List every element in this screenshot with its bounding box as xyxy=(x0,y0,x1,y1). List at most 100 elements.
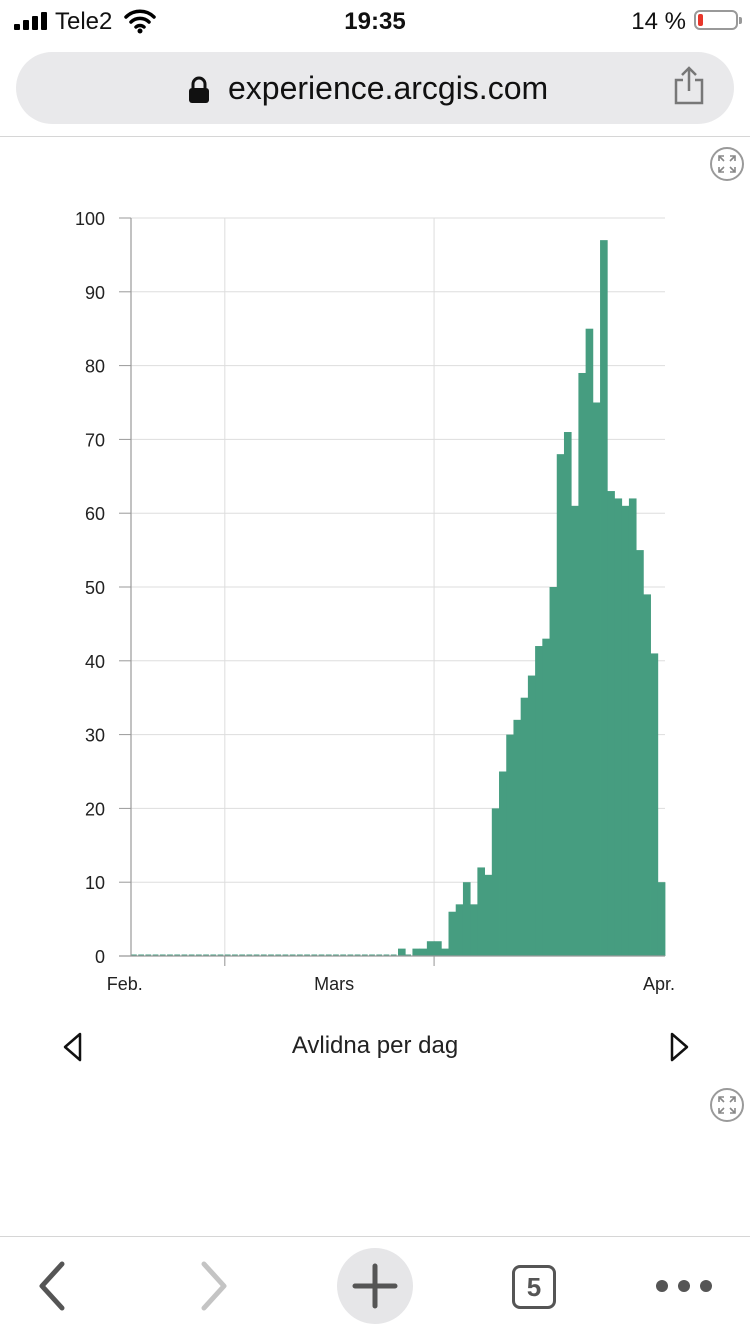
bar[interactable] xyxy=(462,882,471,956)
bar[interactable] xyxy=(181,954,188,957)
bar[interactable] xyxy=(376,954,383,957)
y-tick-label: 80 xyxy=(85,357,105,377)
bar[interactable] xyxy=(650,653,659,956)
expand-icon xyxy=(718,155,736,173)
bar[interactable] xyxy=(535,646,543,956)
bar[interactable] xyxy=(390,954,397,957)
bar[interactable] xyxy=(643,594,651,956)
bar[interactable] xyxy=(333,954,339,957)
y-tick-label: 30 xyxy=(85,726,105,746)
bar[interactable] xyxy=(217,954,224,957)
bar[interactable] xyxy=(441,948,449,956)
bar[interactable] xyxy=(419,948,428,956)
bar[interactable] xyxy=(434,941,442,956)
bar[interactable] xyxy=(325,954,332,957)
tabs-icon: 5 xyxy=(512,1265,556,1309)
wifi-icon xyxy=(124,9,156,34)
bar[interactable] xyxy=(592,402,601,957)
bar[interactable] xyxy=(296,954,303,957)
bar[interactable] xyxy=(455,904,464,956)
bar[interactable] xyxy=(448,911,457,956)
bar[interactable] xyxy=(556,454,565,956)
share-icon[interactable] xyxy=(672,66,706,106)
battery-percent: 14 % xyxy=(631,8,686,35)
bar[interactable] xyxy=(246,954,253,957)
bar[interactable] xyxy=(477,867,485,956)
bar[interactable] xyxy=(289,954,296,957)
bar[interactable] xyxy=(549,587,558,956)
more-icon[interactable] xyxy=(652,1251,716,1321)
bar[interactable] xyxy=(224,954,231,957)
bar[interactable] xyxy=(571,505,579,956)
bar[interactable] xyxy=(506,734,514,956)
x-tick-label: Feb. xyxy=(107,974,143,994)
bar[interactable] xyxy=(527,675,536,956)
bar[interactable] xyxy=(188,954,195,957)
bar[interactable] xyxy=(578,372,587,956)
tabs-button[interactable]: 5 xyxy=(512,1251,562,1321)
next-chart-button[interactable] xyxy=(668,1030,692,1064)
y-tick-label: 90 xyxy=(85,283,105,303)
y-tick-label: 10 xyxy=(85,873,105,893)
expand-chart-button[interactable] xyxy=(710,147,744,181)
header-divider xyxy=(0,136,750,137)
bar[interactable] xyxy=(311,954,318,957)
forward-icon[interactable] xyxy=(188,1251,238,1321)
new-tab-button[interactable] xyxy=(337,1248,413,1324)
chart-caption: Avlidna per dag xyxy=(291,1032,459,1059)
bar[interactable] xyxy=(412,948,421,956)
bar[interactable] xyxy=(174,954,181,957)
deaths-per-day-chart: 0 10 20 30 40 50 60 70 80 90 100 Feb. Mars Apr. xyxy=(75,209,675,994)
bar[interactable] xyxy=(369,954,375,957)
bar[interactable] xyxy=(542,638,550,956)
bar[interactable] xyxy=(239,954,246,957)
bar[interactable] xyxy=(347,954,354,957)
expand-panel-button[interactable] xyxy=(710,1088,744,1122)
bar[interactable] xyxy=(398,948,406,956)
bar[interactable] xyxy=(484,874,493,956)
bar[interactable] xyxy=(318,954,325,957)
bar[interactable] xyxy=(282,954,289,957)
bar[interactable] xyxy=(203,954,209,957)
bar[interactable] xyxy=(340,954,347,957)
bar[interactable] xyxy=(195,954,202,957)
bar[interactable] xyxy=(383,954,390,957)
bar[interactable] xyxy=(253,954,260,957)
bar[interactable] xyxy=(232,954,238,957)
bar[interactable] xyxy=(621,505,630,956)
bar[interactable] xyxy=(499,771,507,957)
bar[interactable] xyxy=(268,954,274,957)
bar[interactable] xyxy=(361,954,368,957)
url-text[interactable]: experience.arcgis.com xyxy=(228,70,549,106)
bar[interactable] xyxy=(145,954,152,957)
bar[interactable] xyxy=(426,941,435,956)
bar[interactable] xyxy=(600,240,608,956)
bar[interactable] xyxy=(628,498,637,956)
bar[interactable] xyxy=(607,491,615,956)
back-icon[interactable] xyxy=(28,1251,78,1321)
bar[interactable] xyxy=(585,328,594,956)
bar[interactable] xyxy=(275,954,282,957)
bar[interactable] xyxy=(138,954,144,957)
battery-icon xyxy=(694,10,742,30)
bar[interactable] xyxy=(405,954,411,957)
bar[interactable] xyxy=(260,954,267,957)
bar[interactable] xyxy=(520,697,529,956)
address-bar[interactable]: experience.arcgis.com xyxy=(16,52,734,124)
bar[interactable] xyxy=(513,719,522,956)
bar[interactable] xyxy=(636,550,644,956)
bar[interactable] xyxy=(614,498,623,956)
bar[interactable] xyxy=(304,954,310,957)
x-tick-label: Apr. xyxy=(643,974,675,994)
bar[interactable] xyxy=(491,808,500,956)
previous-chart-button[interactable] xyxy=(60,1030,84,1064)
bar[interactable] xyxy=(563,432,572,956)
bar[interactable] xyxy=(210,954,217,957)
bar[interactable] xyxy=(131,954,137,957)
bar[interactable] xyxy=(354,954,361,957)
bar[interactable] xyxy=(152,954,159,957)
bar[interactable] xyxy=(159,954,166,957)
bar[interactable] xyxy=(470,904,478,956)
bar[interactable] xyxy=(167,954,173,957)
bar[interactable] xyxy=(657,882,666,956)
